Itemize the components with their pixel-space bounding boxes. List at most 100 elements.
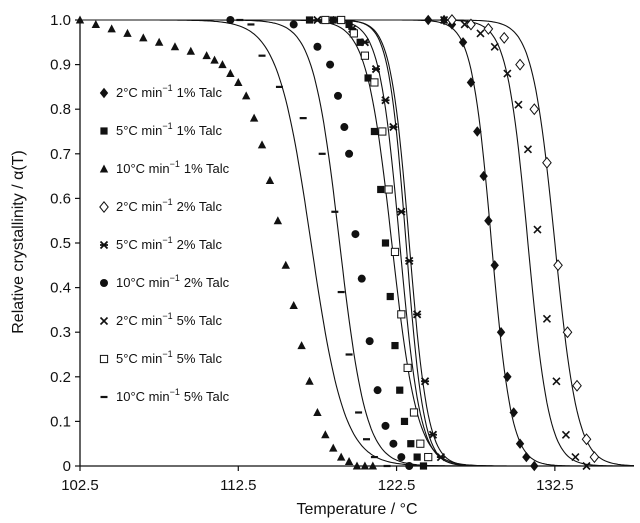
data-point-x bbox=[439, 15, 449, 25]
legend-item: 5°C min−1 5% Talc bbox=[99, 349, 222, 366]
y-tick-label: 0.1 bbox=[50, 413, 71, 430]
data-point-circle bbox=[365, 337, 374, 346]
legend-item: 2°C min−1 2% Talc bbox=[99, 197, 222, 214]
data-point-square bbox=[413, 453, 421, 461]
legend-item: 5°C min−1 2% Talc bbox=[99, 235, 222, 252]
data-point-x bbox=[514, 100, 523, 109]
y-tick-label: 0.8 bbox=[50, 101, 71, 118]
data-point-circle bbox=[389, 439, 398, 448]
legend-label: 2°C min−1 1% Talc bbox=[116, 83, 222, 100]
data-point-square bbox=[396, 386, 404, 394]
data-point-diamond bbox=[490, 260, 499, 271]
data-point-diamond bbox=[458, 37, 468, 48]
data-point-diamond bbox=[484, 215, 493, 226]
y-tick-label: 0 bbox=[63, 458, 71, 475]
data-point-triangle bbox=[305, 376, 314, 385]
data-point-triangle bbox=[202, 51, 211, 60]
data-point-open-square bbox=[416, 439, 425, 448]
data-point-triangle bbox=[281, 260, 290, 269]
data-point-diamond bbox=[424, 14, 433, 26]
legend-label: 10°C min−1 2% Talc bbox=[116, 273, 230, 290]
data-point-open-diamond bbox=[483, 22, 494, 35]
data-point-open-square bbox=[360, 51, 370, 60]
data-point-diamond bbox=[473, 126, 482, 137]
legend-item: 10°C min−1 2% Talc bbox=[100, 273, 230, 290]
data-point-x bbox=[476, 29, 485, 38]
legend-label: 10°C min−1 5% Talc bbox=[116, 387, 230, 404]
data-point-circle bbox=[340, 123, 349, 132]
data-point-diamond bbox=[503, 371, 512, 382]
data-point-x bbox=[490, 42, 499, 51]
legend-marker-open-square bbox=[99, 354, 109, 364]
legend-marker-x bbox=[99, 316, 109, 326]
legend-label: 5°C min−1 5% Talc bbox=[116, 349, 222, 366]
data-point-open-square bbox=[397, 310, 406, 319]
data-point-circle bbox=[289, 20, 298, 29]
data-point-square bbox=[364, 74, 372, 82]
data-point-circle bbox=[326, 60, 335, 69]
data-point-triangle bbox=[226, 69, 235, 78]
data-point-square bbox=[400, 417, 409, 425]
data-point-triangle bbox=[273, 216, 283, 225]
data-point-triangle bbox=[321, 430, 330, 439]
data-point-open-square bbox=[321, 15, 330, 25]
y-tick-label: 0.5 bbox=[50, 235, 71, 252]
legend-item: 5°C min−1 1% Talc bbox=[100, 121, 222, 138]
data-point-triangle bbox=[336, 452, 346, 461]
x-tick-label: 132.5 bbox=[536, 477, 574, 494]
legend-marker-open-diamond bbox=[99, 201, 109, 213]
y-tick-label: 0.2 bbox=[50, 369, 71, 386]
data-point-circle bbox=[313, 42, 322, 51]
legend-marker-circle bbox=[100, 279, 108, 287]
data-point-triangle bbox=[154, 37, 164, 46]
data-point-star bbox=[381, 96, 390, 105]
data-point-triangle bbox=[234, 77, 243, 86]
data-point-open-diamond bbox=[562, 326, 573, 339]
data-point-open-diamond bbox=[553, 259, 563, 272]
x-tick-label: 112.5 bbox=[220, 477, 256, 494]
data-point-triangle bbox=[107, 24, 116, 33]
data-point-star bbox=[360, 38, 370, 47]
data-point-open-square bbox=[349, 29, 358, 38]
y-tick-label: 0.9 bbox=[50, 57, 71, 74]
data-point-triangle bbox=[170, 42, 180, 51]
data-point-star bbox=[428, 430, 438, 439]
legend-marker-star bbox=[99, 240, 109, 250]
data-point-star bbox=[397, 207, 406, 216]
data-point-open-square bbox=[424, 452, 433, 462]
data-point-circle bbox=[334, 91, 343, 100]
data-point-triangle bbox=[91, 19, 101, 28]
y-axis-title: Relative crystallinity / α(T) bbox=[10, 150, 27, 334]
data-point-triangle bbox=[186, 46, 195, 55]
data-point-open-square bbox=[337, 15, 346, 25]
data-point-square bbox=[381, 239, 390, 247]
legend-item: 10°C min−1 5% Talc bbox=[100, 387, 230, 404]
ticks: 102.5 112.5 122.5 132.5 0 0.1 0.2 0.3 0.4 0.5 0.6 0… bbox=[50, 12, 573, 494]
data-point-triangle bbox=[249, 113, 259, 122]
data-point-star bbox=[405, 256, 414, 265]
data-point-open-diamond bbox=[542, 156, 552, 169]
data-point-diamond bbox=[479, 170, 488, 182]
data-point-square bbox=[305, 16, 314, 24]
data-point-triangle bbox=[242, 91, 251, 100]
data-point-open-square bbox=[384, 185, 393, 194]
data-point-open-diamond bbox=[529, 103, 540, 116]
data-point-square bbox=[391, 341, 399, 350]
data-point-circle bbox=[351, 230, 360, 239]
legend-marker-square bbox=[100, 127, 108, 135]
data-point-x bbox=[571, 453, 580, 462]
data-point-square bbox=[345, 20, 353, 29]
data-point-x bbox=[523, 145, 533, 154]
data-point-x bbox=[503, 69, 512, 78]
fit-curves bbox=[80, 19, 635, 467]
data-point-star bbox=[313, 15, 322, 25]
data-point-open-diamond bbox=[466, 18, 476, 31]
data-point-triangle bbox=[289, 300, 298, 309]
data-point-circle bbox=[357, 274, 366, 283]
data-point-circle bbox=[397, 453, 406, 462]
data-point-star bbox=[371, 64, 381, 74]
data-point-diamond bbox=[496, 327, 506, 338]
data-point-open-diamond bbox=[515, 58, 525, 71]
data-point-x bbox=[460, 20, 469, 29]
fit-curve bbox=[80, 19, 635, 467]
